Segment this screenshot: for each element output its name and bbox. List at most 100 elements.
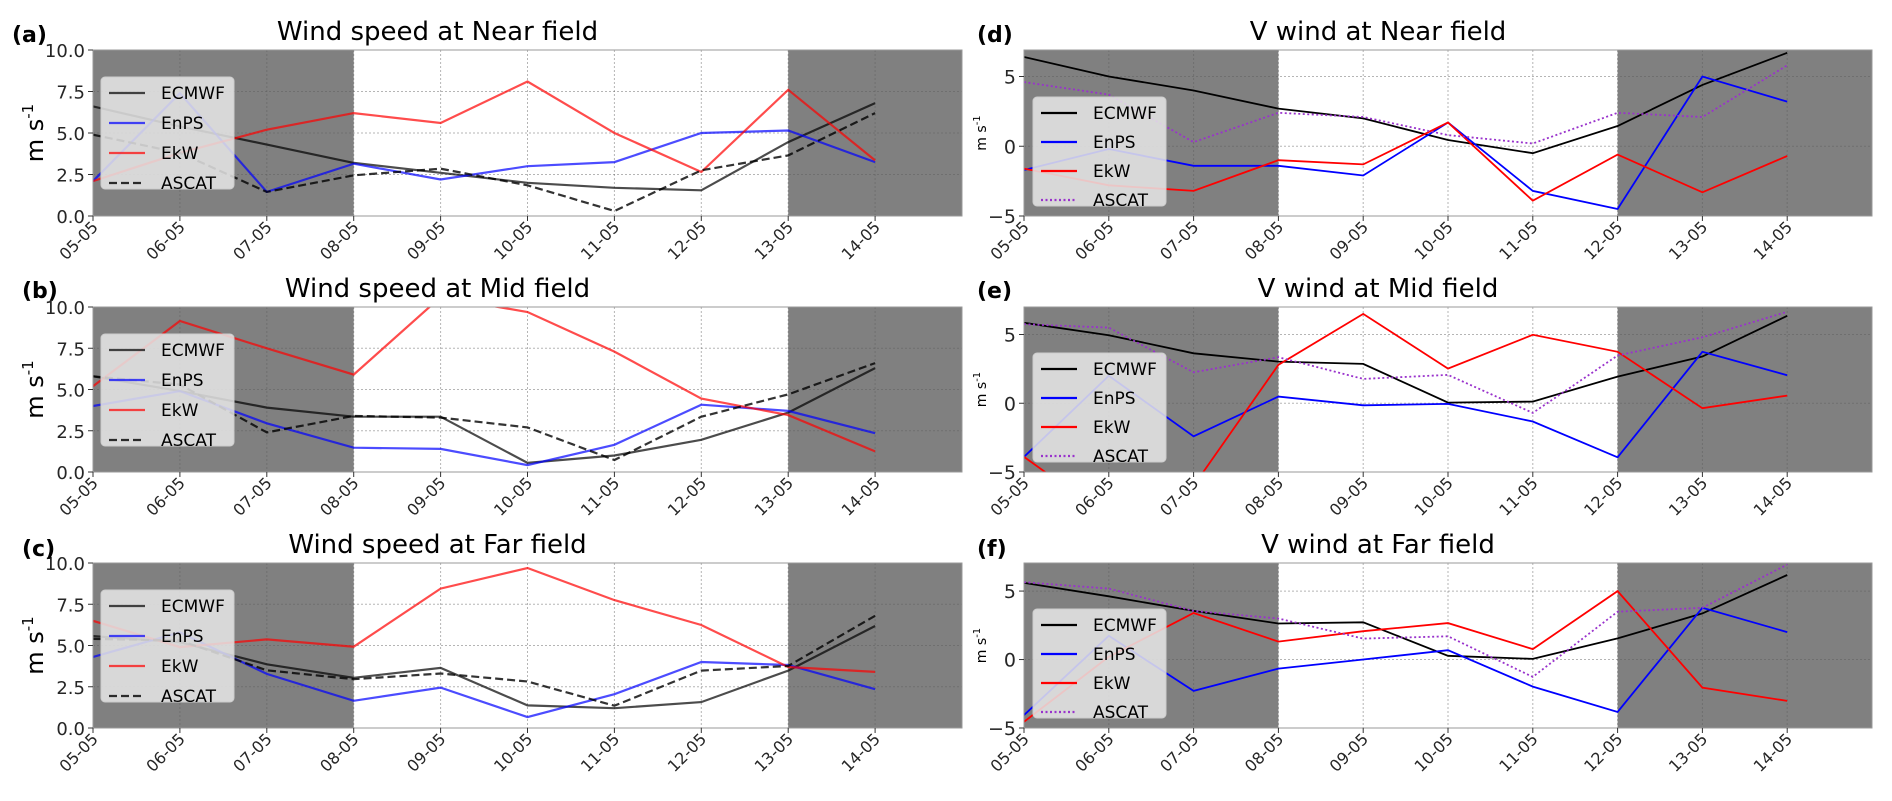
panel-letter: (b) bbox=[22, 279, 58, 304]
x-tick-label: 13-05 bbox=[751, 729, 797, 775]
x-tick-label: 08-05 bbox=[316, 217, 362, 263]
y-tick-label: 0.0 bbox=[56, 207, 85, 228]
chart-title: Wind speed at Near field bbox=[277, 17, 598, 47]
x-tick-label: 14-05 bbox=[1750, 729, 1796, 775]
y-tick-label: 0.0 bbox=[56, 719, 85, 740]
x-tick-label: 06-05 bbox=[142, 729, 188, 775]
x-tick-label: 08-05 bbox=[1241, 217, 1287, 263]
legend-label-ascat: ASCAT bbox=[161, 174, 217, 194]
legend-label-ecmwf: ECMWF bbox=[1093, 616, 1157, 636]
y-tick-label: 5.0 bbox=[56, 124, 85, 145]
shaded-region bbox=[1617, 563, 1872, 728]
x-tick-label: 13-05 bbox=[751, 217, 797, 263]
x-tick-label: 11-05 bbox=[1495, 473, 1541, 519]
y-tick-label: 10.0 bbox=[45, 554, 85, 575]
legend-label-ecmwf: ECMWF bbox=[1093, 360, 1157, 380]
x-tick-label: 11-05 bbox=[577, 473, 623, 519]
x-tick-label: 07-05 bbox=[1156, 473, 1202, 519]
panel-a: 0.02.55.07.510.005-05 06-05 07-05 08-05 09-0… bbox=[12, 17, 963, 264]
y-tick-label: −5 bbox=[988, 718, 1016, 740]
x-tick-label: 13-05 bbox=[1665, 217, 1711, 263]
y-tick-label: 5 bbox=[1004, 67, 1016, 89]
x-tick-label: 14-05 bbox=[838, 217, 884, 263]
x-tick-label: 07-05 bbox=[229, 473, 275, 519]
y-axis-label-exponent: -1 bbox=[972, 372, 983, 382]
series-line-ekw bbox=[1024, 312, 1788, 472]
panel-letter: (e) bbox=[977, 279, 1012, 304]
series-line-ecmwf bbox=[1024, 51, 1788, 155]
x-tick-label: 10-05 bbox=[1411, 217, 1457, 263]
x-tick-label: 14-05 bbox=[1750, 217, 1796, 263]
legend-label-enps: EnPS bbox=[161, 627, 204, 647]
x-tick-label: 08-05 bbox=[316, 729, 362, 775]
y-axis-label: m s-1 bbox=[19, 616, 49, 674]
shaded-region bbox=[788, 307, 962, 472]
legend-label-ekw: EkW bbox=[161, 144, 199, 164]
x-tick-label: 12-05 bbox=[664, 217, 710, 263]
y-tick-label: 0 bbox=[1004, 393, 1016, 415]
x-tick-label: 06-05 bbox=[142, 217, 188, 263]
legend-label-ecmwf: ECMWF bbox=[161, 341, 225, 361]
shaded-region bbox=[1617, 50, 1872, 216]
legend: ECMWF EnPS EkW ASCAT bbox=[1032, 352, 1167, 467]
legend-box bbox=[100, 76, 235, 190]
x-tick-label: 09-05 bbox=[403, 217, 449, 263]
y-tick-label: 5.0 bbox=[56, 637, 85, 658]
x-tick-label: 10-05 bbox=[1411, 473, 1457, 519]
x-tick-label: 06-05 bbox=[1071, 473, 1117, 519]
legend-label-ascat: ASCAT bbox=[1093, 447, 1149, 467]
x-tick-label: 11-05 bbox=[577, 217, 623, 263]
x-tick-label: 07-05 bbox=[229, 217, 275, 263]
panel-letter: (c) bbox=[22, 537, 55, 562]
y-tick-label: 5.0 bbox=[56, 381, 85, 402]
series-line-ecmwf bbox=[1024, 574, 1788, 660]
legend-label-ekw: EkW bbox=[1093, 162, 1131, 182]
y-tick-label: 7.5 bbox=[56, 339, 85, 360]
y-axis-label: m s-1 bbox=[19, 104, 49, 162]
x-tick-label: 08-05 bbox=[316, 473, 362, 519]
legend-label-enps: EnPS bbox=[1093, 133, 1136, 153]
chart-title: Wind speed at Far field bbox=[288, 530, 586, 560]
y-axis-label-unit: m s bbox=[974, 125, 990, 150]
x-tick-label: 14-05 bbox=[1750, 473, 1796, 519]
series-line-ascat bbox=[1024, 64, 1788, 145]
legend: ECMWF EnPS EkW ASCAT bbox=[100, 333, 235, 451]
series-line-ascat bbox=[1024, 563, 1788, 678]
series-line-ascat bbox=[1024, 310, 1788, 414]
legend-label-ascat: ASCAT bbox=[161, 431, 217, 451]
legend: ECMWF EnPS EkW ASCAT bbox=[100, 76, 235, 194]
y-tick-label: −5 bbox=[988, 206, 1016, 228]
legend-label-ecmwf: ECMWF bbox=[161, 597, 225, 617]
x-tick-label: 11-05 bbox=[577, 729, 623, 775]
panel-b: 0.02.55.07.510.005-05 06-05 07-05 08-05 09-0… bbox=[19, 274, 963, 520]
x-tick-label: 08-05 bbox=[1241, 473, 1287, 519]
legend: ECMWF EnPS EkW ASCAT bbox=[100, 589, 235, 707]
x-tick-label: 10-05 bbox=[490, 473, 536, 519]
legend-label-ascat: ASCAT bbox=[1093, 703, 1149, 723]
chart-title: V wind at Far field bbox=[1261, 530, 1495, 560]
x-tick-label: 09-05 bbox=[1326, 729, 1372, 775]
y-axis-label: m s-1 bbox=[19, 360, 49, 418]
y-tick-label: 10.0 bbox=[45, 298, 85, 319]
x-tick-label: 13-05 bbox=[1665, 729, 1711, 775]
x-tick-label: 12-05 bbox=[1580, 729, 1626, 775]
y-tick-label: 2.5 bbox=[56, 166, 85, 187]
x-tick-label: 13-05 bbox=[751, 473, 797, 519]
y-axis-label: m s-1 bbox=[972, 628, 990, 663]
x-tick-label: 14-05 bbox=[838, 729, 884, 775]
panel-letter: (d) bbox=[977, 23, 1013, 48]
legend-box bbox=[100, 333, 235, 447]
chart-title: V wind at Mid field bbox=[1258, 274, 1499, 304]
x-tick-label: 14-05 bbox=[838, 473, 884, 519]
x-tick-label: 07-05 bbox=[1156, 729, 1202, 775]
x-tick-label: 12-05 bbox=[664, 729, 710, 775]
x-tick-label: 06-05 bbox=[1071, 217, 1117, 263]
x-tick-label: 09-05 bbox=[403, 473, 449, 519]
legend-label-ekw: EkW bbox=[1093, 418, 1131, 438]
panel-letter: (a) bbox=[12, 23, 47, 48]
legend-label-ascat: ASCAT bbox=[161, 687, 217, 707]
legend: ECMWF EnPS EkW ASCAT bbox=[1032, 608, 1167, 723]
